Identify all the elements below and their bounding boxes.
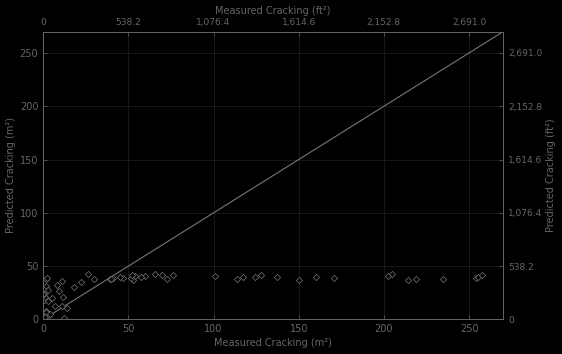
Point (238, 274, 247, 280)
Point (47, 296, 56, 301)
Point (256, 272, 265, 278)
Point (106, 276, 115, 282)
Point (55, 289, 64, 294)
Point (163, 276, 172, 282)
Point (384, 273, 393, 279)
Point (90, 276, 99, 282)
Point (41, 308, 50, 314)
Point (44, 313, 53, 318)
Point (76, 279, 85, 285)
Point (57, 303, 66, 309)
Point (84, 272, 93, 277)
Point (169, 273, 178, 278)
Point (69, 285, 78, 290)
Point (412, 276, 421, 281)
Point (471, 275, 480, 281)
Point (404, 277, 413, 282)
Point (330, 275, 339, 281)
Point (44, 287, 53, 293)
Point (44, 298, 53, 303)
Point (42, 275, 51, 281)
Point (158, 272, 167, 278)
Point (108, 275, 117, 281)
Point (41, 276, 50, 282)
Point (45, 312, 54, 317)
Point (151, 272, 160, 277)
Point (63, 306, 72, 311)
Point (477, 272, 486, 278)
Point (233, 276, 242, 282)
Point (294, 277, 303, 282)
Point (58, 295, 67, 300)
Point (312, 274, 321, 280)
X-axis label: Measured Cracking (m²): Measured Cracking (m²) (214, 338, 332, 348)
Point (60, 315, 69, 321)
Point (51, 304, 60, 309)
Point (41, 295, 50, 300)
Point (126, 275, 135, 281)
Point (473, 274, 482, 280)
Point (39, 291, 48, 296)
Point (107, 276, 116, 282)
Y-axis label: Predicted Cracking (m²): Predicted Cracking (m²) (6, 118, 16, 234)
Point (137, 274, 146, 280)
Point (250, 274, 259, 280)
Point (129, 277, 138, 282)
Point (273, 274, 282, 279)
Point (40, 297, 49, 303)
Point (41, 314, 50, 319)
Point (42, 283, 51, 289)
Point (52, 282, 61, 288)
Point (42, 309, 51, 315)
Point (39, 291, 48, 297)
Point (57, 278, 66, 284)
Point (130, 273, 139, 279)
Point (115, 274, 124, 280)
X-axis label: Measured Cracking (ft²): Measured Cracking (ft²) (215, 6, 331, 16)
Y-axis label: Predicted Cracking (ft²): Predicted Cracking (ft²) (546, 119, 556, 232)
Point (438, 276, 447, 282)
Point (39, 315, 48, 320)
Point (210, 274, 219, 279)
Point (119, 275, 128, 281)
Point (388, 271, 397, 277)
Point (128, 273, 137, 278)
Point (140, 273, 149, 279)
